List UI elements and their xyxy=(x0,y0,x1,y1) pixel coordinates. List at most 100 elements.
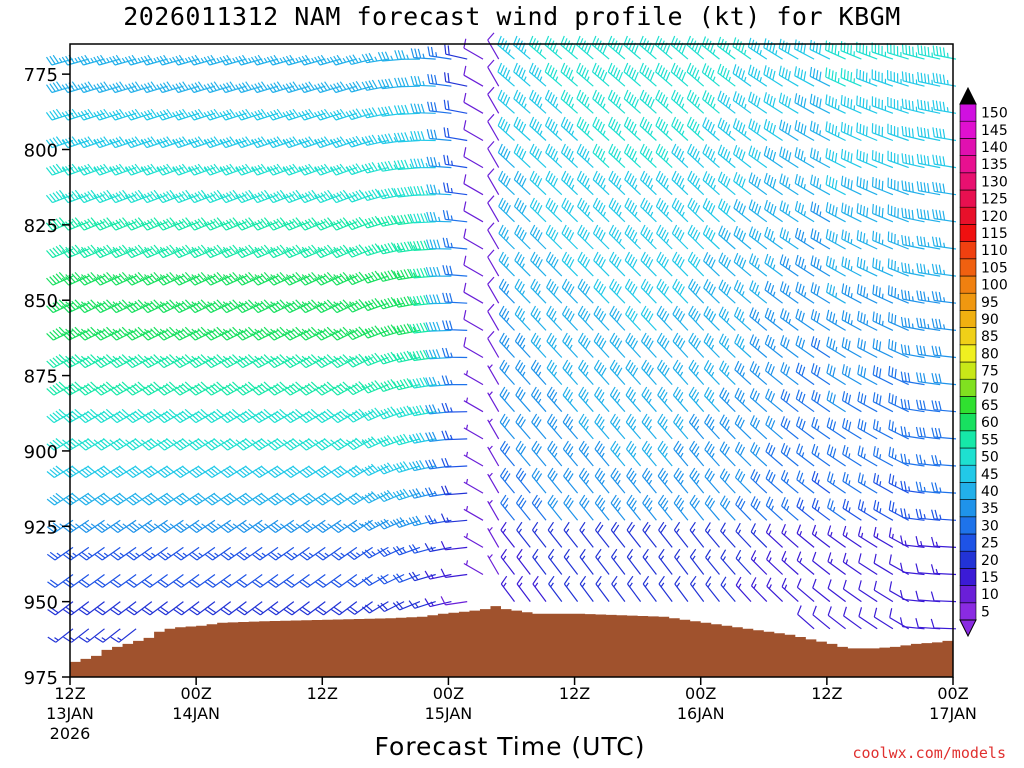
wind-barb xyxy=(627,575,642,602)
wind-barb xyxy=(172,381,200,396)
wind-barb xyxy=(608,251,626,277)
wind-barb xyxy=(626,467,642,494)
wind-barb xyxy=(425,376,452,387)
wind-barb xyxy=(93,381,121,396)
wind-barb xyxy=(826,309,846,331)
wind-barb xyxy=(901,262,925,277)
wind-barb xyxy=(609,359,626,386)
wind-barb xyxy=(887,123,909,142)
wind-barb xyxy=(441,485,468,496)
wind-barb xyxy=(251,81,279,94)
wind-barb xyxy=(639,35,657,60)
x-tick-date: 16JAN xyxy=(677,704,725,723)
wind-barb xyxy=(203,108,231,121)
wind-barb xyxy=(887,150,909,169)
wind-barb xyxy=(932,154,957,169)
wind-barb xyxy=(425,349,452,360)
wind-barb xyxy=(686,62,705,87)
wind-barb xyxy=(78,546,105,561)
wind-barb xyxy=(871,96,894,114)
x-tick-label: 00Z xyxy=(937,684,968,703)
wind-barb xyxy=(873,499,894,521)
wind-barb xyxy=(734,387,752,413)
wind-barb xyxy=(109,136,137,149)
wind-barb xyxy=(156,408,184,424)
wind-barb xyxy=(251,271,279,286)
wind-barb xyxy=(345,80,373,93)
wind-barb xyxy=(795,416,815,440)
wind-barb xyxy=(856,41,878,60)
colorbar-label: 60 xyxy=(981,415,999,431)
wind-barb xyxy=(499,359,515,386)
wind-barb xyxy=(796,497,815,521)
wind-barb xyxy=(735,522,752,548)
wind-barb xyxy=(826,390,846,413)
wind-barb xyxy=(329,108,357,121)
wind-barb xyxy=(361,573,389,587)
wind-barb xyxy=(392,573,421,583)
wind-barb xyxy=(642,494,657,521)
y-tick-label: 800 xyxy=(24,141,58,162)
wind-barb xyxy=(842,444,862,467)
wind-barb xyxy=(704,495,720,521)
credit-link[interactable]: coolwx.com/models xyxy=(852,744,1006,762)
wind-barb xyxy=(361,243,389,256)
wind-barb xyxy=(409,349,436,362)
wind-barb xyxy=(733,306,752,331)
wind-barb xyxy=(109,271,137,286)
wind-barb xyxy=(840,41,862,60)
wind-barb xyxy=(141,492,168,506)
colorbar-label: 135 xyxy=(981,157,1008,173)
wind-barb xyxy=(872,257,894,277)
wind-barb xyxy=(408,515,436,527)
wind-barb xyxy=(611,548,626,575)
wind-barb xyxy=(124,108,152,121)
wind-barb xyxy=(704,414,720,440)
wind-barb xyxy=(561,224,579,250)
wind-barb xyxy=(624,251,642,277)
wind-barb xyxy=(315,546,342,561)
colorbar-swatch xyxy=(959,516,977,535)
wind-barb xyxy=(718,279,736,304)
wind-barb xyxy=(410,103,436,114)
wind-barb xyxy=(778,92,799,114)
wind-barb xyxy=(487,141,500,168)
wind-barb xyxy=(298,244,326,259)
wind-barb xyxy=(219,163,247,176)
wind-barb xyxy=(704,468,720,494)
wind-barb xyxy=(125,546,153,561)
wind-barb xyxy=(827,552,846,575)
wind-barb xyxy=(595,575,610,602)
wind-barb xyxy=(282,163,310,176)
wind-barb xyxy=(702,90,720,114)
wind-barb xyxy=(856,149,878,169)
wind-barb xyxy=(204,546,232,561)
wind-barb xyxy=(780,335,799,358)
wind-barb xyxy=(156,299,184,314)
wind-barb xyxy=(750,442,768,467)
wind-barb xyxy=(764,199,783,223)
wind-barb xyxy=(94,519,121,533)
wind-barb xyxy=(361,270,389,284)
wind-barb xyxy=(931,345,957,359)
wind-barb xyxy=(796,470,815,494)
colorbar-swatch xyxy=(959,258,977,277)
wind-barb xyxy=(345,163,373,176)
wind-barb xyxy=(110,546,137,561)
wind-barb xyxy=(204,574,232,588)
wind-barb xyxy=(236,574,263,588)
wind-barb xyxy=(915,508,941,521)
wind-barb xyxy=(858,580,878,603)
colorbar-label: 80 xyxy=(981,346,999,362)
wind-barb xyxy=(780,442,799,467)
wind-barb xyxy=(314,217,342,231)
wind-barb xyxy=(463,228,484,250)
wind-barb xyxy=(235,163,263,176)
wind-barb xyxy=(812,605,831,630)
wind-barb xyxy=(900,426,925,440)
wind-barb xyxy=(515,386,531,413)
wind-barb xyxy=(578,440,594,467)
x-tick-date: 13JAN xyxy=(46,704,94,723)
wind-barb xyxy=(314,492,342,506)
wind-barb xyxy=(576,116,594,141)
